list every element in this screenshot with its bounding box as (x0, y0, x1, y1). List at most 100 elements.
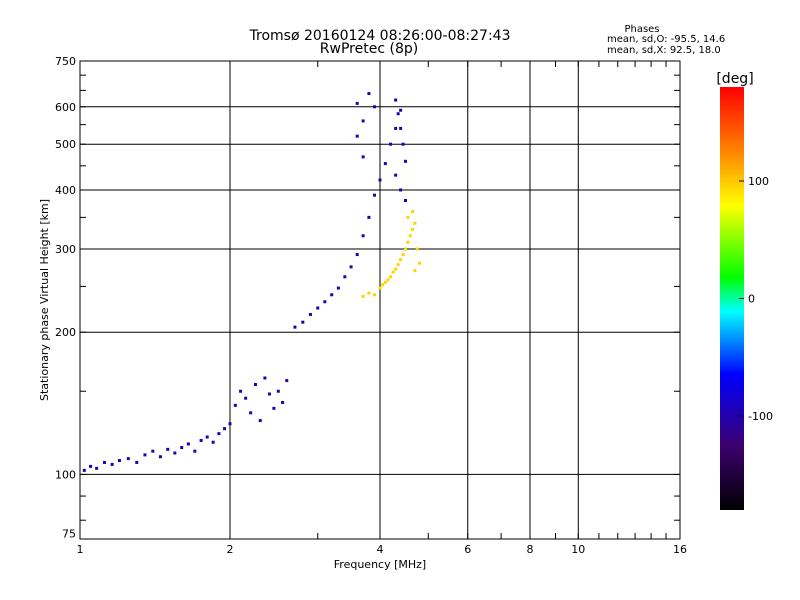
data-point-x (403, 247, 407, 251)
data-point-o (267, 392, 271, 396)
y-tick-label: 500 (55, 138, 76, 151)
data-point-x (415, 247, 419, 251)
data-point-x (411, 227, 415, 231)
x-tick-label: 8 (527, 543, 534, 556)
data-point-o (135, 460, 139, 464)
data-point-o (394, 173, 398, 177)
data-point-o (355, 253, 359, 257)
data-point-x (401, 253, 405, 257)
colorbar: 100 0 -100 (720, 87, 773, 510)
data-point-o (403, 159, 407, 163)
data-point-x (406, 215, 410, 219)
data-point-o (394, 126, 398, 130)
y-tick-label: 75 (62, 527, 76, 540)
data-point-o (263, 376, 267, 380)
data-point-o (110, 462, 114, 466)
data-point-o (186, 442, 190, 446)
data-point-x (411, 210, 415, 214)
data-point-x (406, 240, 410, 244)
data-point-o (323, 300, 327, 304)
data-point-o (367, 215, 371, 219)
x-tick-label: 2 (227, 543, 234, 556)
data-point-x (373, 293, 377, 297)
data-point-o (293, 325, 297, 329)
data-point-o (285, 379, 289, 383)
data-point-o (143, 453, 147, 457)
data-point-o (281, 400, 285, 404)
data-point-x (361, 295, 365, 299)
data-point-x (394, 267, 398, 271)
data-point-o (361, 234, 365, 238)
data-point-o (349, 265, 353, 269)
data-point-x (391, 270, 395, 274)
colorbar-label: [deg] (716, 71, 753, 87)
data-point-o (239, 389, 243, 393)
data-point-o (158, 455, 162, 459)
data-point-x (381, 283, 385, 287)
data-point-o (336, 286, 340, 290)
plot-area: 1 2 4 6 8 10 16 75 100 200 300 400 500 600 750 (55, 55, 687, 556)
data-point-x (408, 234, 412, 238)
data-point-o (180, 446, 184, 450)
data-point-o (399, 108, 403, 112)
data-point-o (367, 92, 371, 96)
data-point-x (413, 269, 417, 273)
data-point-x (389, 275, 393, 279)
x-axis-label: Frequency [MHz] (334, 558, 426, 571)
data-point-o (82, 468, 86, 472)
colorbar-tick-label: 100 (748, 175, 769, 188)
y-tick-label: 600 (55, 101, 76, 114)
data-point-o (199, 438, 203, 442)
data-point-x (378, 286, 382, 290)
data-point-o (233, 403, 237, 407)
data-point-o (301, 320, 305, 324)
data-point-o (89, 464, 93, 468)
data-point-o (373, 105, 377, 109)
y-tick-label: 100 (55, 468, 76, 481)
data-point-o (244, 396, 248, 400)
data-point-o (343, 275, 347, 279)
data-point-o (228, 422, 232, 426)
data-point-x (383, 280, 387, 284)
data-point-o (95, 466, 99, 470)
data-point-x (386, 278, 390, 282)
y-tick-label: 750 (55, 55, 76, 68)
data-point-o (217, 432, 221, 436)
data-point-o (223, 427, 227, 431)
data-point-o (308, 313, 312, 317)
data-point-o (361, 119, 365, 123)
data-point-o (355, 101, 359, 105)
phase-stats-o: mean, sd,O: -95.5, 14.6 (607, 34, 725, 45)
data-point-x (396, 263, 400, 267)
data-point-x (399, 258, 403, 262)
data-point-o (193, 449, 197, 453)
colorbar-tick-label: 0 (748, 293, 755, 306)
data-point-x (413, 221, 417, 225)
phase-stats-title: Phases (624, 24, 659, 35)
data-point-o (117, 459, 121, 463)
data-point-o (103, 460, 107, 464)
data-point-o (173, 451, 177, 455)
x-tick-label: 6 (464, 543, 471, 556)
data-point-o (253, 383, 257, 387)
data-point-o (330, 293, 334, 297)
x-tick-label: 4 (377, 543, 384, 556)
chart-subtitle: RwPretec (8p) (320, 41, 418, 57)
data-point-o (396, 112, 400, 116)
y-axis-label: Stationary phase Virtual Height [km] (38, 199, 51, 401)
data-point-o (276, 389, 280, 393)
data-point-o (126, 457, 130, 461)
x-tick-label: 16 (673, 543, 687, 556)
chart-title: Tromsø 20160124 08:26:00-08:27:43 (249, 28, 511, 44)
data-point-o (258, 419, 262, 423)
data-point-o (389, 142, 393, 146)
data-point-o (394, 98, 398, 102)
data-point-o (272, 406, 276, 410)
data-point-o (151, 449, 155, 453)
data-point-o (205, 435, 209, 439)
data-point-o (373, 193, 377, 197)
y-tick-label: 300 (55, 243, 76, 256)
data-point-o (211, 440, 215, 444)
data-point-x (417, 261, 421, 265)
